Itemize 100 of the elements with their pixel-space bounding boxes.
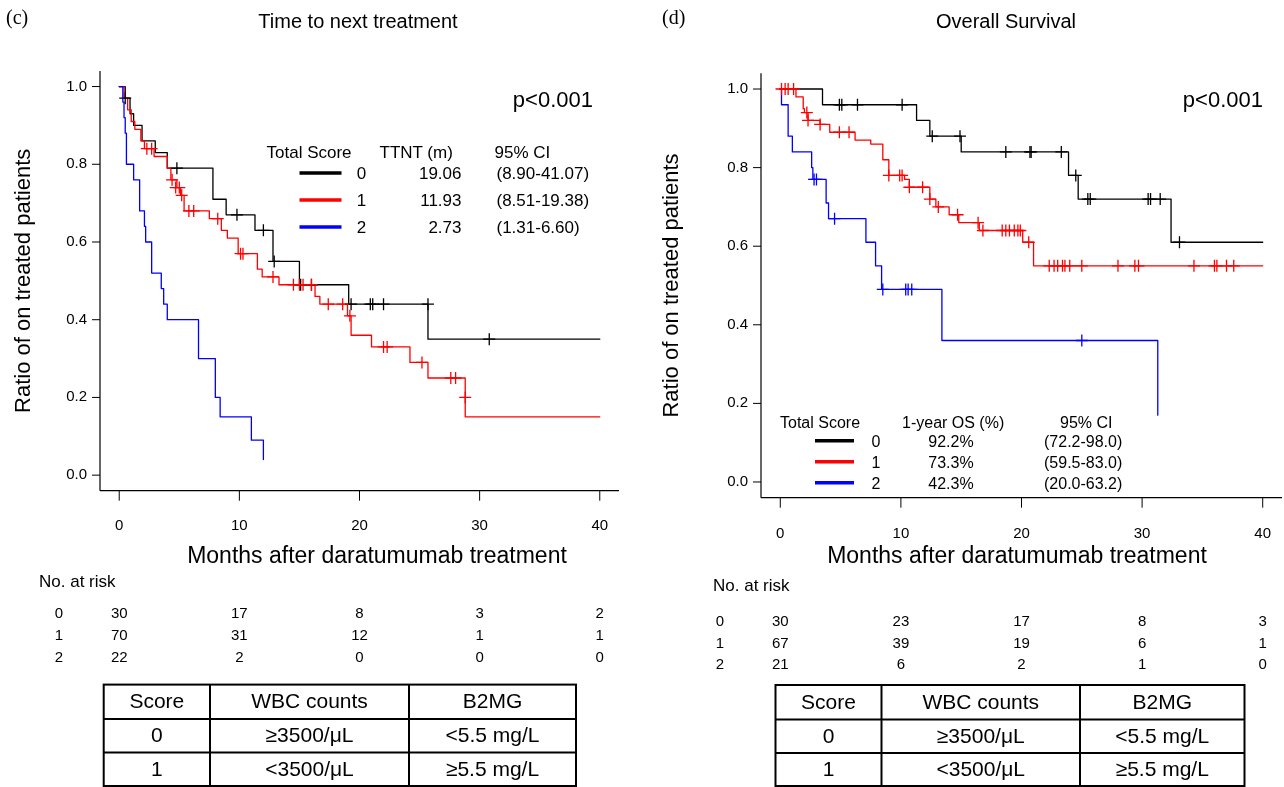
text: 67	[771, 633, 789, 651]
y-tick-label: 0.6	[727, 236, 748, 254]
text: 3	[1258, 611, 1267, 629]
annotation: 95% CI	[1060, 413, 1113, 431]
text: (c)	[6, 6, 29, 29]
annotation: 73.3%	[928, 453, 974, 471]
annotation: 92.2%	[928, 432, 974, 450]
text: Score	[801, 689, 856, 713]
legend-label: 0	[356, 164, 367, 183]
annotation: 11.93	[420, 191, 462, 210]
x-tick-label: 30	[471, 515, 488, 533]
y-tick-label: 0.2	[727, 393, 748, 411]
legend-label: 1	[356, 191, 367, 210]
text: 0	[822, 723, 835, 747]
annotation: 1-year OS (%)	[902, 413, 1005, 431]
text: WBC counts	[251, 689, 368, 713]
text: WBC counts	[922, 689, 1040, 713]
y-tick-label: 1.0	[66, 76, 87, 94]
text: 1	[1137, 654, 1147, 672]
x-axis-title: Months after daratumumab treatment	[827, 542, 1208, 569]
legend-title: Total Score	[780, 413, 861, 431]
text: 0	[355, 647, 364, 665]
text: 1	[595, 625, 604, 643]
text: ≥5.5 mg/L	[1115, 757, 1209, 781]
x-tick-label: 30	[1133, 523, 1151, 541]
text: 6	[1137, 633, 1147, 651]
text: No. at risk	[713, 576, 791, 596]
text: 1	[715, 633, 725, 651]
y-tick-label: 0.0	[727, 471, 748, 489]
annotation: (8.90-41.07)	[496, 164, 590, 183]
legend-label: 2	[356, 218, 367, 237]
text: B2MG	[1132, 689, 1193, 713]
text: 1	[151, 756, 163, 780]
chart-title: Overall Survival	[935, 10, 1077, 32]
annotation: (59.5-83.0)	[1044, 453, 1123, 471]
text: 8	[355, 603, 364, 621]
annotation: 2.73	[428, 218, 462, 237]
text: <5.5 mg/L	[1115, 723, 1210, 747]
x-tick-label: 0	[776, 523, 785, 541]
text: 0	[54, 603, 64, 621]
text: 1	[475, 625, 484, 643]
y-axis-title: Ratio of on treated patients	[9, 148, 35, 413]
y-tick-label: 0.8	[727, 157, 748, 175]
y-axis-title: Ratio of on treated patients	[657, 153, 683, 418]
annotation: TTNT (m)	[379, 143, 453, 162]
x-tick-label: 40	[1254, 523, 1272, 541]
text: ≥5.5 mg/L	[445, 756, 540, 780]
text: 17	[231, 603, 248, 621]
text: 2	[595, 603, 604, 621]
text: 0	[151, 723, 163, 747]
text: B2MG	[462, 689, 523, 713]
y-tick-label: 1.0	[727, 78, 748, 96]
x-tick-label: 20	[1013, 523, 1030, 541]
text: 2	[235, 647, 244, 665]
x-axis-title: Months after daratumumab treatment	[187, 542, 568, 569]
annotation: p<0.001	[1182, 87, 1263, 112]
text: 0	[1258, 654, 1267, 672]
text: 39	[892, 633, 910, 651]
annotation: (20.0-63.2)	[1044, 474, 1123, 492]
text: 22	[110, 647, 128, 665]
y-tick-label: 0.2	[66, 387, 87, 405]
text: No. at risk	[39, 572, 117, 592]
x-tick-label: 20	[351, 515, 368, 533]
legend-title: Total Score	[266, 143, 352, 162]
legend-label: 0	[871, 432, 881, 450]
text: 2	[715, 654, 725, 672]
x-tick-label: 40	[591, 515, 609, 533]
y-tick-label: 0.6	[66, 231, 87, 249]
text: 1	[54, 625, 64, 643]
x-tick-label: 0	[115, 515, 124, 533]
text: 6	[896, 654, 906, 672]
text: 12	[351, 625, 368, 643]
text: 31	[231, 625, 248, 643]
text: ≥3500/μL	[265, 723, 354, 747]
annotation: (72.2-98.0)	[1044, 432, 1123, 450]
legend-label: 1	[871, 453, 881, 471]
annotation: (1.31-6.60)	[496, 218, 580, 237]
text: 2	[1017, 654, 1026, 672]
text: 0	[475, 647, 484, 665]
x-tick-label: 10	[892, 523, 910, 541]
y-tick-label: 0.4	[66, 309, 87, 327]
y-tick-label: 0.4	[727, 314, 748, 332]
x-tick-label: 10	[231, 515, 248, 533]
text: 1	[822, 757, 835, 781]
text: 70	[110, 625, 128, 643]
text: 3	[475, 603, 484, 621]
text: 30	[110, 603, 128, 621]
y-tick-label: 0.8	[66, 154, 87, 172]
text: <5.5 mg/L	[445, 723, 540, 747]
text: 19	[1013, 633, 1030, 651]
text: 0	[595, 647, 604, 665]
text: 21	[771, 654, 789, 672]
annotation: (8.51-19.38)	[496, 191, 590, 210]
text: 1	[1258, 633, 1267, 651]
legend-label: 2	[871, 474, 881, 492]
chart-title: Time to next treatment	[258, 10, 459, 32]
text: ≥3500/μL	[936, 723, 1025, 747]
annotation: 19.06	[418, 164, 462, 183]
annotation: 42.3%	[928, 474, 974, 492]
text: 17	[1013, 611, 1030, 629]
